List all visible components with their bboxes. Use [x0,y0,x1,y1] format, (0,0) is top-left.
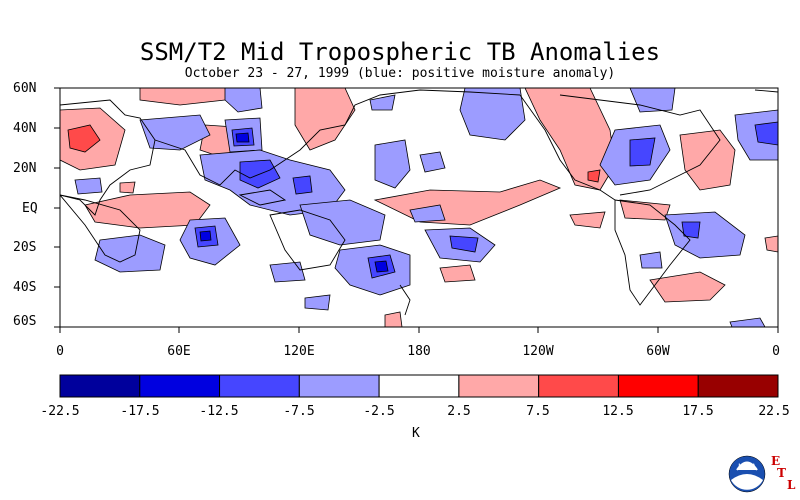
anomaly-patch [649,271,726,303]
colorbar-swatch [139,374,221,398]
anomaly-core [449,235,479,253]
lab-letter: L [787,478,796,492]
lab-letter: E [771,454,781,468]
lon-label: 60E [167,344,191,359]
colorbar [59,374,779,398]
coastline [60,99,156,216]
map-title: SSM/T2 Mid Tropospheric TB Anomalies [139,38,661,66]
anomaly-core [754,121,778,146]
colorbar-tick-label: -12.5 [199,404,239,419]
anomaly-patch [524,88,616,191]
coastline [269,209,346,271]
anomaly-patch [304,294,331,311]
noaa-logo: NOAA [728,455,766,493]
anomaly-patch [299,199,386,246]
lat-label: 60S [13,314,37,329]
lat-label: 40N [13,121,37,136]
lon-label: 180 [407,344,431,359]
lat-label: 20N [13,161,37,176]
coastline [754,89,778,93]
anomaly-patch [619,199,671,221]
coastline [519,94,616,201]
anomaly-patch [764,235,778,253]
anomaly-core [67,124,101,153]
colorbar-swatch [59,374,141,398]
anomaly-patch [459,88,526,141]
colorbar-tick-label: 17.5 [682,404,714,419]
lat-label: 60N [13,81,37,96]
anomaly-patch [139,88,231,106]
anomaly-core [681,221,701,239]
map-subtitle: October 23 - 27, 1999 (blue: positive mo… [184,66,616,81]
anomaly-patch [439,264,476,283]
colorbar-swatch [298,374,380,398]
coastline [399,284,411,316]
anomaly-core [235,132,250,143]
anomaly-patch [729,317,766,327]
anomaly-patch [409,204,446,223]
anomaly-patch [119,181,136,194]
anomaly-core [199,230,212,242]
lon-label: 120W [522,344,554,359]
anomaly-patch [84,191,211,229]
anomaly-patch [569,211,606,229]
anomaly-fields [60,88,778,327]
coastline [559,94,721,196]
anomaly-patch [94,234,166,273]
anomaly-core [292,175,313,195]
colorbar-tick-label: 12.5 [602,404,634,419]
anomaly-patch [664,211,746,259]
colorbar-tick-label: 22.5 [758,404,790,419]
anomaly-patch [224,88,263,113]
coastline [60,194,141,263]
anomaly-patch [139,114,211,151]
svg-text:NOAA: NOAA [738,463,756,470]
anomaly-patch [294,88,356,151]
lat-label: 20S [13,240,37,255]
anomaly-patch [373,179,562,226]
coastline [154,89,521,186]
lab-letter: T [777,466,786,480]
colorbar-tick-label: 2.5 [447,404,471,419]
colorbar-tick-label: -17.5 [120,404,160,419]
lon-label: 60W [646,344,670,359]
lon-label: 0 [772,344,780,359]
colorbar-tick-label: -7.5 [283,404,315,419]
lat-label: EQ [22,201,38,216]
anomaly-patch [74,177,103,195]
anomaly-patch [679,129,736,191]
colorbar-swatch [378,374,460,398]
anomaly-patch [269,261,306,283]
anomaly-patch [384,311,403,327]
anomaly-patch [419,151,446,173]
lat-label: 40S [13,280,37,295]
colorbar-tick-label: 7.5 [526,404,550,419]
anomaly-core [629,137,656,167]
anomaly-patch [369,94,396,111]
anomaly-patch [639,251,663,269]
anomaly-core [374,260,389,273]
colorbar-swatch [219,374,300,398]
lon-label: 120E [283,344,315,359]
colorbar-tick-label: -2.5 [363,404,395,419]
coastline [614,199,691,306]
anomaly-patch [629,88,676,113]
colorbar-swatch [617,374,699,398]
colorbar-swatch [697,374,779,398]
anomaly-patch [374,139,411,189]
colorbar-swatch [538,374,619,398]
colorbar-swatch [458,374,540,398]
anomaly-core [587,169,601,183]
lon-label: 0 [56,344,64,359]
colorbar-tick-label: -22.5 [40,404,80,419]
coastline [238,189,287,206]
colorbar-unit: K [412,426,420,441]
